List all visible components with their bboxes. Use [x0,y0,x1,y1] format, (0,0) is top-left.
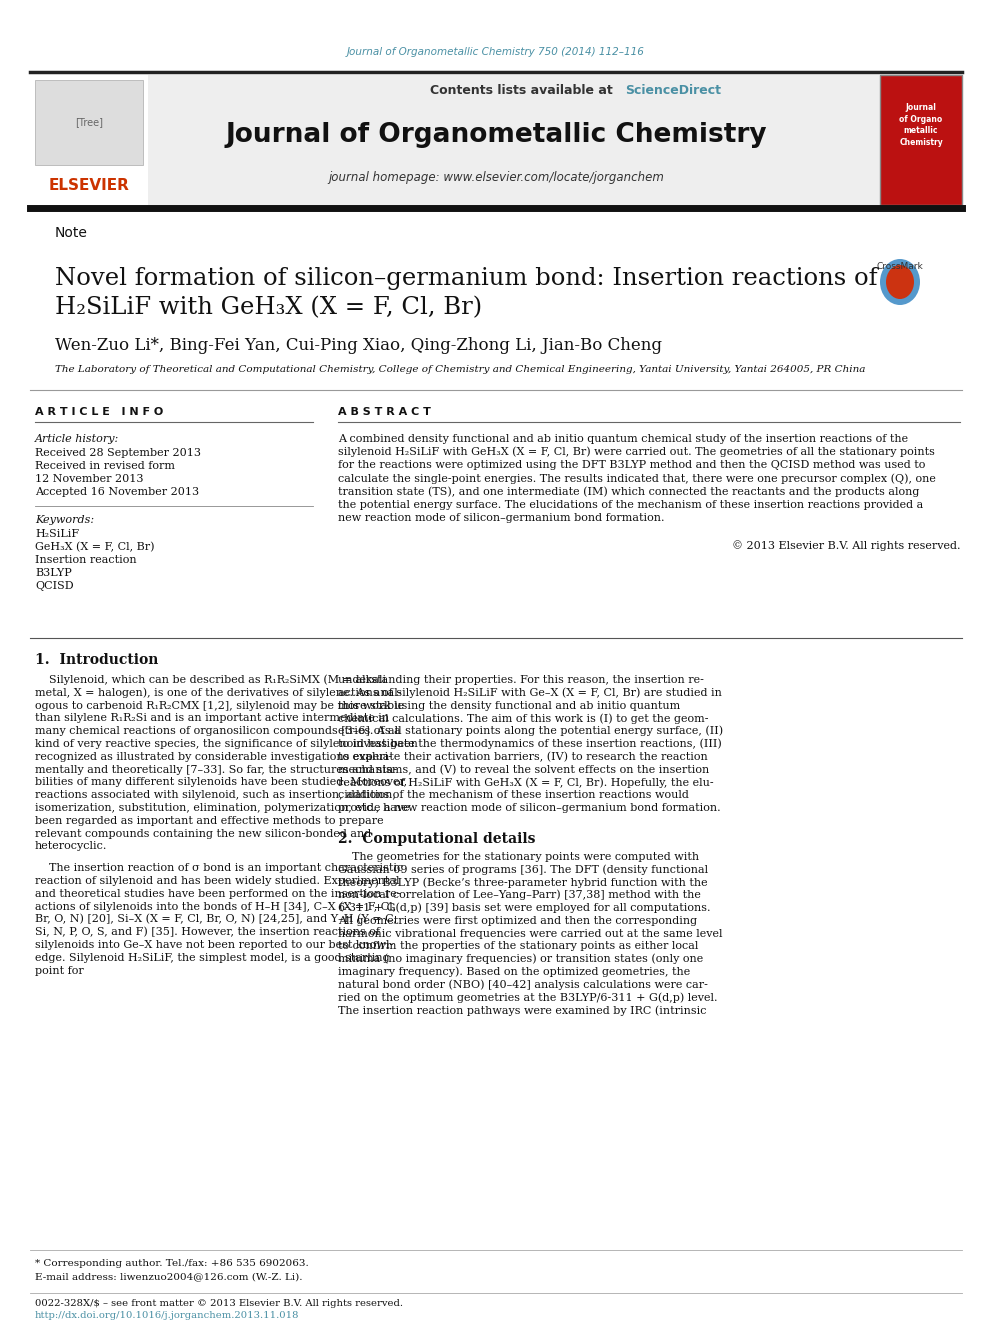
Text: actions of silylenoids into the bonds of H–H [34], C–X (X = F, Cl,: actions of silylenoids into the bonds of… [35,901,396,912]
FancyBboxPatch shape [30,75,148,205]
Text: The geometries for the stationary points were computed with: The geometries for the stationary points… [338,852,699,861]
Text: harmonic vibrational frequencies were carried out at the same level: harmonic vibrational frequencies were ca… [338,929,722,938]
Text: mentally and theoretically [7–33]. So far, the structures and sta-: mentally and theoretically [7–33]. So fa… [35,765,397,774]
Text: A B S T R A C T: A B S T R A C T [338,407,431,417]
Text: point for: point for [35,966,83,975]
Text: A combined density functional and ab initio quantum chemical study of the insert: A combined density functional and ab ini… [338,434,908,445]
Text: The Laboratory of Theoretical and Computational Chemistry, College of Chemistry : The Laboratory of Theoretical and Comput… [55,365,865,374]
Text: Silylenoid, which can be described as R₁R₂SiMX (M = alkali: Silylenoid, which can be described as R₁… [35,675,386,685]
Text: Br, O, N) [20], Si–X (X = F, Cl, Br, O, N) [24,25], and Y–H (Y = C,: Br, O, N) [20], Si–X (X = F, Cl, Br, O, … [35,914,397,925]
Text: non-local correlation of Lee–Yang–Parr) [37,38] method with the: non-local correlation of Lee–Yang–Parr) … [338,890,701,901]
Text: GeH₃X (X = F, Cl, Br): GeH₃X (X = F, Cl, Br) [35,542,155,552]
Text: natural bond order (NBO) [40–42] analysis calculations were car-: natural bond order (NBO) [40–42] analysi… [338,979,708,990]
Text: silylenoid H₂SiLiF with GeH₃X (X = F, Cl, Br) were carried out. The geometries o: silylenoid H₂SiLiF with GeH₃X (X = F, Cl… [338,447,934,458]
Text: theory) B3LYP (Becke’s three-parameter hybrid function with the: theory) B3LYP (Becke’s three-parameter h… [338,877,707,888]
Text: isomerization, substitution, elimination, polymerization, etc., have: isomerization, substitution, elimination… [35,803,410,814]
Text: Received in revised form: Received in revised form [35,460,175,471]
Text: ScienceDirect: ScienceDirect [625,83,721,97]
Text: QCISD: QCISD [35,581,73,591]
Text: new reaction mode of silicon–germanium bond formation.: new reaction mode of silicon–germanium b… [338,513,665,523]
Text: CrossMark: CrossMark [877,262,924,271]
Text: H₂SiLiF: H₂SiLiF [35,529,79,538]
Text: Novel formation of silicon–germanium bond: Insertion reactions of: Novel formation of silicon–germanium bon… [55,266,878,290]
Text: http://dx.doi.org/10.1016/j.jorganchem.2013.11.018: http://dx.doi.org/10.1016/j.jorganchem.2… [35,1311,300,1320]
Text: 2.  Computational details: 2. Computational details [338,832,536,845]
Text: Note: Note [55,226,88,239]
Text: provide a new reaction mode of silicon–germanium bond formation.: provide a new reaction mode of silicon–g… [338,803,720,814]
Text: minima (no imaginary frequencies) or transition states (only one: minima (no imaginary frequencies) or tra… [338,954,703,964]
Text: The insertion reaction pathways were examined by IRC (intrinsic: The insertion reaction pathways were exa… [338,1005,706,1016]
Text: B3LYP: B3LYP [35,568,71,578]
Text: Received 28 September 2013: Received 28 September 2013 [35,448,201,458]
Text: A R T I C L E   I N F O: A R T I C L E I N F O [35,407,164,417]
Text: heterocyclic.: heterocyclic. [35,841,107,852]
Text: 12 November 2013: 12 November 2013 [35,474,144,484]
Text: Si, N, P, O, S, and F) [35]. However, the insertion reactions of: Si, N, P, O, S, and F) [35]. However, th… [35,927,380,938]
Text: © 2013 Elsevier B.V. All rights reserved.: © 2013 Elsevier B.V. All rights reserved… [731,540,960,550]
Text: journal homepage: www.elsevier.com/locate/jorganchem: journal homepage: www.elsevier.com/locat… [328,172,664,184]
Text: Journal of Organometallic Chemistry: Journal of Organometallic Chemistry [225,122,767,148]
Text: relevant compounds containing the new silicon-bonded and: relevant compounds containing the new si… [35,828,371,839]
Text: 6-311 + G(d,p) [39] basis set were employed for all computations.: 6-311 + G(d,p) [39] basis set were emplo… [338,902,710,913]
Text: than silylene R₁R₂Si and is an important active intermediate in: than silylene R₁R₂Si and is an important… [35,713,389,724]
Text: the potential energy surface. The elucidations of the mechanism of these inserti: the potential energy surface. The elucid… [338,500,924,509]
Text: ELSEVIER: ELSEVIER [49,177,129,193]
FancyBboxPatch shape [30,75,962,205]
Text: ried on the optimum geometries at the B3LYP/6-311 + G(d,p) level.: ried on the optimum geometries at the B3… [338,992,717,1003]
Text: * Corresponding author. Tel./fax: +86 535 6902063.: * Corresponding author. Tel./fax: +86 53… [35,1258,309,1267]
Text: and theoretical studies have been performed on the insertion re-: and theoretical studies have been perfor… [35,889,401,898]
Text: cidations of the mechanism of these insertion reactions would: cidations of the mechanism of these inse… [338,790,688,800]
Text: edge. Silylenoid H₂SiLiF, the simplest model, is a good starting: edge. Silylenoid H₂SiLiF, the simplest m… [35,953,390,963]
Text: actions of silylenoid H₂SiLiF with Ge–X (X = F, Cl, Br) are studied in: actions of silylenoid H₂SiLiF with Ge–X … [338,688,722,699]
Text: silylenoids into Ge–X have not been reported to our best knowl-: silylenoids into Ge–X have not been repo… [35,941,393,950]
Text: Wen-Zuo Li*, Bing-Fei Yan, Cui-Ping Xiao, Qing-Zhong Li, Jian-Bo Cheng: Wen-Zuo Li*, Bing-Fei Yan, Cui-Ping Xiao… [55,337,662,355]
Text: kind of very reactive species, the significance of silylenoid has been: kind of very reactive species, the signi… [35,740,418,749]
Text: transition state (TS), and one intermediate (IM) which connected the reactants a: transition state (TS), and one intermedi… [338,487,920,497]
Text: H₂SiLiF with GeH₃X (X = F, Cl, Br): H₂SiLiF with GeH₃X (X = F, Cl, Br) [55,296,482,319]
Text: All geometries were first optimized and then the corresponding: All geometries were first optimized and … [338,916,697,926]
Text: Gaussian 09 series of programs [36]. The DFT (density functional: Gaussian 09 series of programs [36]. The… [338,864,708,875]
Text: many chemical reactions of organosilicon compounds [3–6]. As a: many chemical reactions of organosilicon… [35,726,401,736]
Text: chemical calculations. The aim of this work is (I) to get the geom-: chemical calculations. The aim of this w… [338,713,708,724]
Text: 1.  Introduction: 1. Introduction [35,654,159,667]
Text: recognized as illustrated by considerable investigations experi-: recognized as illustrated by considerabl… [35,751,392,762]
Text: reaction of silylenoid and has been widely studied. Experimental: reaction of silylenoid and has been wide… [35,876,400,886]
Text: been regarded as important and effective methods to prepare: been regarded as important and effective… [35,816,384,826]
Text: 0022-328X/$ – see front matter © 2013 Elsevier B.V. All rights reserved.: 0022-328X/$ – see front matter © 2013 El… [35,1299,403,1308]
FancyBboxPatch shape [35,79,143,165]
Text: E-mail address: liwenzuo2004@126.com (W.-Z. Li).: E-mail address: liwenzuo2004@126.com (W.… [35,1273,303,1282]
Text: reactions of H₂SiLiF with GeH₃X (X = F, Cl, Br). Hopefully, the elu-: reactions of H₂SiLiF with GeH₃X (X = F, … [338,777,713,787]
Text: Journal
of Organo
metallic
Chemistry: Journal of Organo metallic Chemistry [899,103,942,147]
Ellipse shape [886,265,914,299]
Text: to evaluate their activation barriers, (IV) to research the reaction: to evaluate their activation barriers, (… [338,751,707,762]
Text: [Tree]: [Tree] [75,116,103,127]
Text: Journal of Organometallic Chemistry 750 (2014) 112–116: Journal of Organometallic Chemistry 750 … [347,48,645,57]
Text: imaginary frequency). Based on the optimized geometries, the: imaginary frequency). Based on the optim… [338,967,690,978]
Text: etries of all stationary points along the potential energy surface, (II): etries of all stationary points along th… [338,726,723,737]
Text: mechanisms, and (V) to reveal the solvent effects on the insertion: mechanisms, and (V) to reveal the solven… [338,765,709,775]
Text: understanding their properties. For this reason, the insertion re-: understanding their properties. For this… [338,675,704,685]
Text: Contents lists available at: Contents lists available at [430,83,617,97]
Text: this work using the density functional and ab initio quantum: this work using the density functional a… [338,701,681,710]
Ellipse shape [880,259,920,306]
Text: The insertion reaction of σ bond is an important characteristic: The insertion reaction of σ bond is an i… [35,863,404,873]
Text: Article history:: Article history: [35,434,119,445]
Text: reactions associated with silylenoid, such as insertion, addition,: reactions associated with silylenoid, su… [35,790,396,800]
Text: Accepted 16 November 2013: Accepted 16 November 2013 [35,487,199,497]
Text: calculate the single-point energies. The results indicated that, there were one : calculate the single-point energies. The… [338,474,935,484]
Text: ogous to carbenoid R₁R₂CMX [1,2], silylenoid may be more stable: ogous to carbenoid R₁R₂CMX [1,2], silyle… [35,701,404,710]
Text: to investigate the thermodynamics of these insertion reactions, (III): to investigate the thermodynamics of the… [338,738,722,749]
Text: Insertion reaction: Insertion reaction [35,556,137,565]
Text: bilities of many different silylenoids have been studied. Moreover,: bilities of many different silylenoids h… [35,778,407,787]
Text: for the reactions were optimized using the DFT B3LYP method and then the QCISD m: for the reactions were optimized using t… [338,460,926,471]
FancyBboxPatch shape [880,75,962,205]
Text: to confirm the properties of the stationary points as either local: to confirm the properties of the station… [338,942,698,951]
Text: metal, X = halogen), is one of the derivatives of silylene. As anal-: metal, X = halogen), is one of the deriv… [35,688,402,699]
Text: Keywords:: Keywords: [35,515,94,525]
